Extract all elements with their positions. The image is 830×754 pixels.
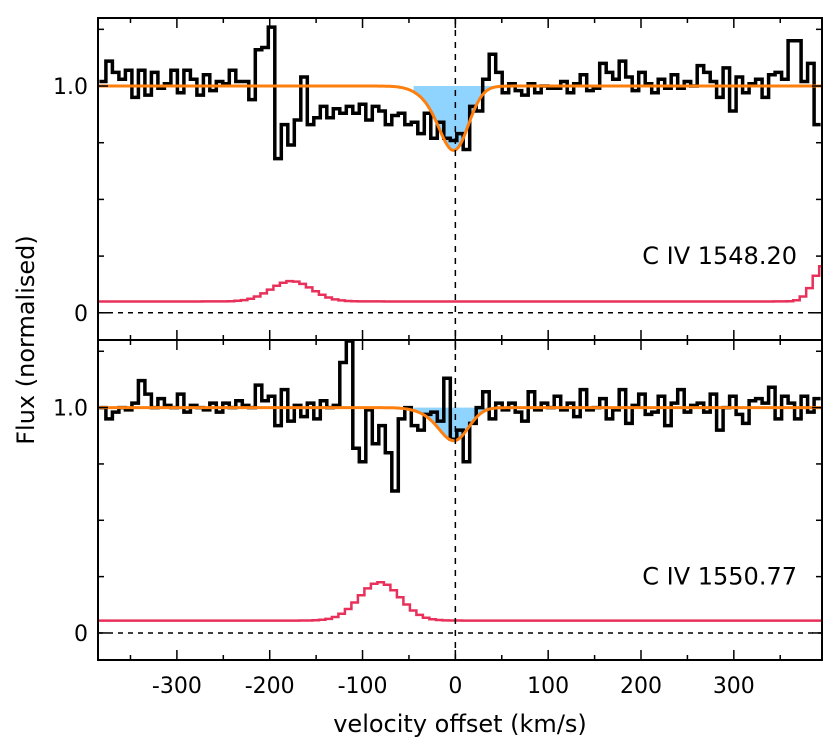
flux-spectrum: [99, 339, 821, 493]
error-spectrum: [98, 265, 822, 303]
y-tick-label: 0: [74, 302, 88, 327]
x-tick-label: -100: [338, 674, 388, 699]
y-tick-label: 0: [74, 622, 88, 647]
absorption-fill: [413, 407, 493, 441]
absorption-fill: [413, 86, 493, 151]
x-tick-label: 0: [448, 674, 462, 699]
y-axis-label: Flux (normalised): [12, 235, 40, 445]
panel-civ-1550: C IV 1550.77 0 1.0: [53, 339, 823, 661]
fit-profile: [98, 406, 822, 443]
panel-label: C IV 1548.20: [642, 242, 797, 270]
panel-frame: [97, 339, 823, 661]
fit-profile: [98, 84, 822, 152]
x-tick-label: -200: [245, 674, 295, 699]
flux-spectrum: [99, 25, 821, 161]
x-tick-label: 200: [620, 674, 662, 699]
x-tick-label: -300: [152, 674, 202, 699]
panel-label: C IV 1550.77: [642, 563, 797, 591]
x-axis-label: velocity offset (km/s): [333, 710, 587, 738]
panel-frame: [97, 17, 823, 341]
x-tick-labels: -300 -200 -100 0 100 200 300: [152, 674, 755, 699]
error-spectrum: [98, 581, 822, 622]
panel-civ-1548: C IV 1548.20 0 1.0: [53, 17, 823, 341]
panel-ticks: [98, 340, 822, 660]
panel-ticks: [98, 18, 822, 340]
x-tick-label: 100: [527, 674, 569, 699]
y-tick-label: 1.0: [53, 397, 88, 422]
y-tick-label: 1.0: [53, 75, 88, 100]
x-tick-label: 300: [713, 674, 755, 699]
